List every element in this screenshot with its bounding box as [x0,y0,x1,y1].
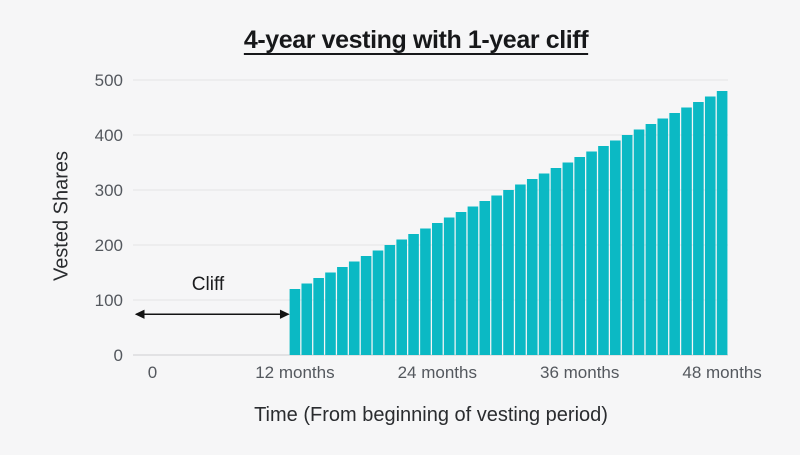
x-tick-label: 48 months [682,363,761,382]
vested-shares-bar [348,261,360,355]
vested-shares-bar [325,272,336,355]
x-axis-title: Time (From beginning of vesting period) [254,404,608,426]
vested-shares-bar [716,91,728,355]
vested-shares-bar [384,245,396,355]
vested-shares-bar [420,228,431,355]
vested-shares-bar [633,129,645,355]
vested-shares-bar [396,239,408,355]
vested-shares-bar [645,124,657,355]
y-tick-label: 200 [95,236,123,255]
vested-shares-bar [372,250,384,355]
vested-shares-bar [693,102,704,355]
vested-shares-bar [657,118,669,355]
y-tick-label: 300 [95,181,123,200]
y-tick-label: 0 [114,346,123,365]
cliff-annotation-label: Cliff [191,274,225,295]
vested-shares-bar [538,173,550,355]
x-tick-label: 0 [148,363,157,382]
vested-shares-bar [360,256,372,355]
y-tick-label: 100 [95,291,123,310]
y-tick-label: 500 [95,71,123,90]
vested-shares-bar [467,206,479,355]
chart-title: 4-year vesting with 1-year cliff [243,26,589,54]
vested-shares-bar [669,113,680,355]
vested-shares-bar [443,217,455,355]
vested-shares-bar [586,151,597,355]
x-tick-label: 24 months [398,363,477,382]
vested-shares-bar [681,107,692,355]
vested-shares-bar [562,162,574,355]
vested-shares-bar [526,179,538,355]
y-tick-label: 400 [95,126,123,145]
vested-shares-bar [432,223,443,355]
vested-shares-bar [574,157,586,355]
vested-shares-bar [515,184,526,355]
cliff-arrow-head-right [279,309,290,319]
x-tick-label: 36 months [540,363,619,382]
vested-shares-bar [704,96,716,355]
vested-shares-bar [491,195,502,355]
vested-shares-bar [503,190,514,355]
cliff-arrow-head-left [134,309,145,319]
vested-shares-bar [289,289,301,355]
vested-shares-bar [598,146,609,355]
vested-shares-bar [621,135,633,355]
vested-shares-bar [408,234,419,355]
vested-shares-bar [301,283,313,355]
y-axis-title: Vested Shares [50,150,73,282]
vested-shares-bar [313,278,324,355]
vested-shares-bar [550,168,562,355]
vested-shares-bar [455,212,467,355]
x-tick-label: 12 months [255,363,334,382]
vested-shares-bar [610,140,621,355]
vested-shares-bar [337,267,348,355]
vested-shares-bar [479,201,491,355]
